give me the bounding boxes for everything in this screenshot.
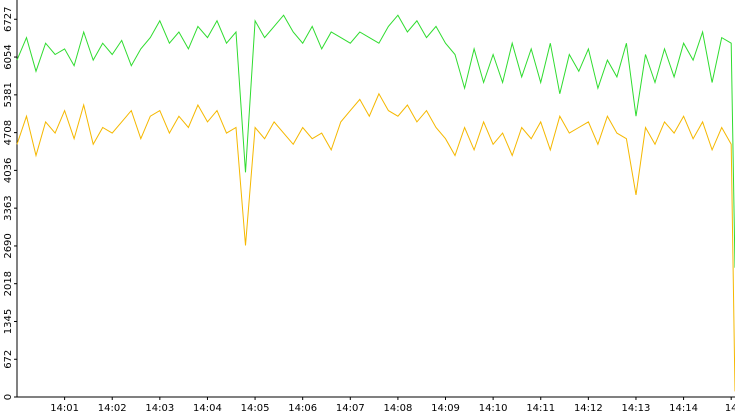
y-tick-label: 672 [3,350,14,369]
series-line [16,92,735,392]
x-tick-label: 14 [725,403,735,414]
y-tick-label: 1345 [3,309,14,334]
x-tick-label: 14:13 [622,403,651,414]
x-tick-label: 14:10 [479,403,508,414]
y-tick-label: 4036 [3,158,14,183]
y-tick-label: 0 [3,394,14,400]
y-tick-label: 6054 [3,44,14,69]
x-tick-label: 14:12 [574,403,603,414]
x-tick-label: 14:06 [288,403,317,414]
series-line [16,14,735,268]
x-tick-label: 14:02 [98,403,127,414]
x-tick-label: 14:08 [383,403,412,414]
y-tick-label: 6727 [3,7,14,32]
x-tick-label: 14:03 [145,403,174,414]
y-tick-label: 4708 [3,120,14,145]
y-tick-label: 3363 [3,195,14,220]
y-tick-label: 5381 [3,82,14,107]
y-tick-label: 2690 [3,233,14,258]
x-tick-label: 14:09 [431,403,460,414]
x-tick-label: 14:14 [669,403,698,414]
y-tick-label: 2018 [3,271,14,296]
x-tick-label: 14:11 [526,403,555,414]
x-tick-label: 14:05 [241,403,270,414]
x-tick-label: 14:07 [336,403,365,414]
x-tick-label: 14:01 [50,403,79,414]
x-tick-label: 14:04 [193,403,222,414]
